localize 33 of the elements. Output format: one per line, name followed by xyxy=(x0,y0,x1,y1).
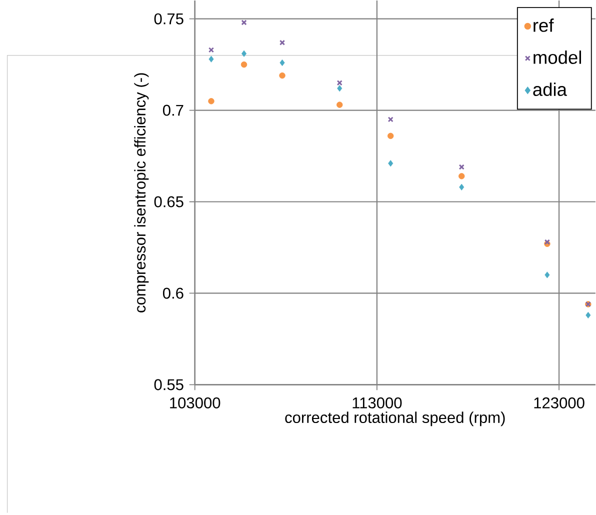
legend-label: adia xyxy=(533,82,567,96)
point xyxy=(208,47,214,53)
point xyxy=(279,40,286,46)
x-tick-label: 113000 xyxy=(352,398,402,409)
point xyxy=(279,72,286,79)
point xyxy=(280,60,285,66)
point xyxy=(208,98,214,104)
y-tick-label: 0.65 xyxy=(154,196,184,208)
point xyxy=(387,133,394,140)
point xyxy=(388,116,394,122)
point xyxy=(336,80,342,86)
y-tick-label: 0.6 xyxy=(162,288,184,299)
point xyxy=(388,160,394,167)
point xyxy=(336,102,343,108)
point xyxy=(241,50,247,58)
legend-label: ref xyxy=(534,18,554,32)
point xyxy=(241,20,247,26)
point xyxy=(459,184,464,191)
y-axis-title: compressor isentropic efficiency (-) xyxy=(134,73,149,313)
point xyxy=(240,62,248,68)
point xyxy=(586,312,591,319)
y-tick-label: 0.75 xyxy=(154,14,184,25)
legend-label: model xyxy=(534,50,582,64)
y-tick-label: 0.7 xyxy=(162,105,184,116)
point xyxy=(458,173,465,180)
point xyxy=(337,85,342,92)
y-tick-label: 0.55 xyxy=(154,379,184,390)
x-axis-title: corrected rotational speed (rpm) xyxy=(285,412,505,426)
x-tick-label: 103000 xyxy=(170,398,220,409)
point xyxy=(544,272,550,278)
point xyxy=(458,164,464,170)
x-tick-label: 123000 xyxy=(534,398,584,409)
point xyxy=(208,56,214,63)
